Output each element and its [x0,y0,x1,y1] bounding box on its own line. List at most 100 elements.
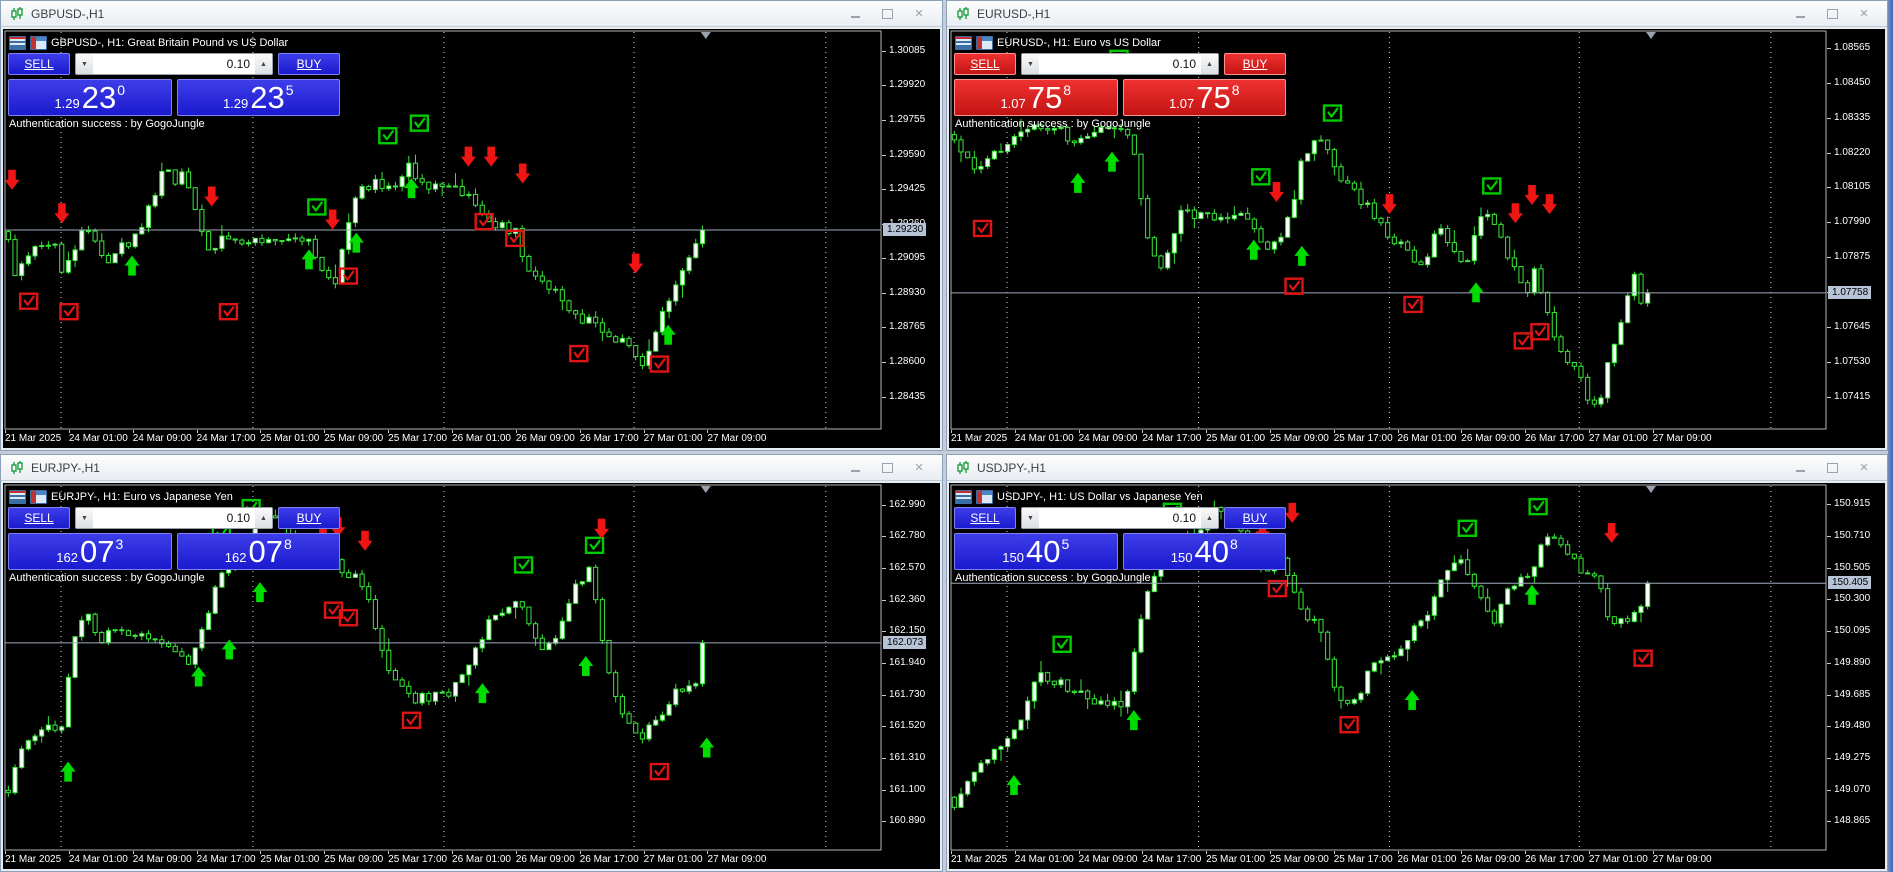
volume-spinner[interactable]: ▼ 0.10 ▲ [75,53,273,75]
time-tick-label: 25 Mar 01:00 [260,430,320,444]
buy-button[interactable]: BUY [1224,53,1286,75]
sell-price[interactable]: 1.07 75 8 [954,79,1118,116]
time-tick-label: 24 Mar 17:00 [1142,851,1202,865]
close-button[interactable]: ✕ [1859,462,1869,474]
close-button[interactable]: ✕ [914,8,924,20]
maximize-button[interactable] [1823,461,1841,475]
sell-button[interactable]: SELL [954,507,1016,529]
buy-price[interactable]: 150 40 8 [1122,533,1286,570]
up-arrow-signal-icon [191,666,207,687]
time-tick-label: 24 Mar 17:00 [1142,430,1202,444]
sell-price-sup: 5 [1061,536,1070,552]
red-checkbox-signal-icon [1530,323,1550,341]
green-checkbox-signal-icon [1251,168,1271,186]
volume-value: 0.10 [226,511,250,525]
chart-area[interactable]: EURUSD-, H1: Euro vs US Dollar SELL ▼ 0.… [949,29,1885,448]
close-button[interactable]: ✕ [1859,8,1869,20]
chart-icon[interactable] [976,36,993,50]
down-arrow-signal-icon [1284,502,1300,523]
table-icon[interactable] [955,36,972,50]
volume-decrease-button[interactable]: ▼ [1022,54,1039,74]
down-arrow-signal-icon [1604,522,1620,543]
up-arrow-signal-icon [1070,172,1086,193]
volume-spinner[interactable]: ▼ 0.10 ▲ [1021,507,1219,529]
down-arrow-signal-icon [515,163,531,184]
time-axis: 21 Mar 2025 24 Mar 01:00 24 Mar 09:00 24 Ma… [5,430,940,448]
volume-increase-button[interactable]: ▲ [255,508,272,528]
sell-button[interactable]: SELL [8,507,70,529]
window-titlebar[interactable]: EURUSD-,H1 ✕ [947,1,1887,27]
chart-area[interactable]: GBPUSD-, H1: Great Britain Pound vs US D… [3,29,940,448]
volume-increase-button[interactable]: ▲ [1201,508,1218,528]
volume-spinner[interactable]: ▼ 0.10 ▲ [75,507,273,529]
price-tick-label: 1.07875 [1827,251,1870,262]
time-tick-label: 26 Mar 17:00 [579,851,639,865]
volume-decrease-button[interactable]: ▼ [76,508,93,528]
volume-spinner[interactable]: ▼ 0.10 ▲ [1021,53,1219,75]
sell-button[interactable]: SELL [954,53,1016,75]
window-titlebar[interactable]: USDJPY-,H1 ✕ [947,455,1887,481]
time-tick-label: 24 Mar 17:00 [196,851,256,865]
buy-price[interactable]: 162 07 8 [176,533,340,570]
time-axis: 21 Mar 2025 24 Mar 01:00 24 Mar 09:00 24 Ma… [951,430,1885,448]
volume-decrease-button[interactable]: ▼ [1022,508,1039,528]
table-icon[interactable] [9,36,26,50]
volume-increase-button[interactable]: ▲ [1201,54,1218,74]
price-tick-label: 1.07645 [1827,321,1870,332]
down-arrow-signal-icon [1381,194,1397,215]
chart-area[interactable]: USDJPY-, H1: US Dollar vs Japanese Yen S… [949,483,1885,869]
chart-shift-triangle-icon [1646,486,1656,493]
minimize-button[interactable] [846,461,864,475]
buy-price[interactable]: 1.07 75 8 [1122,79,1286,116]
volume-decrease-button[interactable]: ▼ [76,54,93,74]
chart-icon[interactable] [30,36,47,50]
green-checkbox-signal-icon [1052,635,1072,654]
time-axis: 21 Mar 2025 24 Mar 01:00 24 Mar 09:00 24 Ma… [951,851,1885,869]
minimize-button[interactable] [1791,461,1809,475]
sell-price[interactable]: 162 07 3 [8,533,172,570]
candlestick-plot [950,30,1827,430]
minimize-button[interactable] [1791,7,1809,21]
time-tick-label: 26 Mar 09:00 [515,430,575,444]
window-titlebar[interactable]: EURJPY-,H1 ✕ [1,455,942,481]
price-tick-label: 1.07990 [1827,216,1870,227]
chart-window-eurjpy: EURJPY-,H1 ✕ EURJPY-, H1: Euro vs Japane… [0,454,943,872]
volume-increase-button[interactable]: ▲ [255,54,272,74]
green-checkbox-signal-icon [409,114,430,132]
chart-icon[interactable] [30,490,47,504]
chart-icon[interactable] [976,490,993,504]
time-tick-label: 26 Mar 09:00 [515,851,575,865]
price-tick-label: 1.07415 [1827,391,1870,402]
up-arrow-signal-icon [403,178,419,199]
price-tick-label: 161.940 [882,657,925,668]
chart-area[interactable]: EURJPY-, H1: Euro vs Japanese Yen SELL ▼… [3,483,940,869]
sell-price-sup: 3 [115,536,124,552]
buy-button[interactable]: BUY [278,507,340,529]
window-titlebar[interactable]: GBPUSD-,H1 ✕ [1,1,942,27]
time-tick-label: 27 Mar 09:00 [707,851,767,865]
buy-price[interactable]: 1.29 23 5 [176,79,340,116]
maximize-button[interactable] [1823,7,1841,21]
table-icon[interactable] [955,490,972,504]
one-click-trading-panel: SELL ▼ 0.10 ▲ BUY 150 40 5 150 40 8 [954,507,1286,570]
close-button[interactable]: ✕ [914,462,924,474]
red-checkbox-signal-icon [18,292,39,310]
table-icon[interactable] [9,490,26,504]
sell-price[interactable]: 1.29 23 0 [8,79,172,116]
price-tick-label: 1.30085 [882,45,925,56]
time-tick-label: 25 Mar 09:00 [1269,430,1329,444]
minimize-button[interactable] [846,7,864,21]
buy-button[interactable]: BUY [1224,507,1286,529]
price-tick-label: 150.300 [1827,593,1870,604]
sell-price-prefix: 150 [1002,550,1024,565]
chart-shift-triangle-icon [1646,32,1656,39]
maximize-button[interactable] [878,7,896,21]
red-checkbox-signal-icon [338,609,359,627]
auth-status-text: Authentication success : by GogoJungle [9,572,205,584]
sell-button[interactable]: SELL [8,53,70,75]
maximize-button[interactable] [878,461,896,475]
buy-button[interactable]: BUY [278,53,340,75]
sell-price[interactable]: 150 40 5 [954,533,1118,570]
time-tick-label: 25 Mar 09:00 [1269,851,1329,865]
time-tick-label: 27 Mar 09:00 [1652,430,1712,444]
